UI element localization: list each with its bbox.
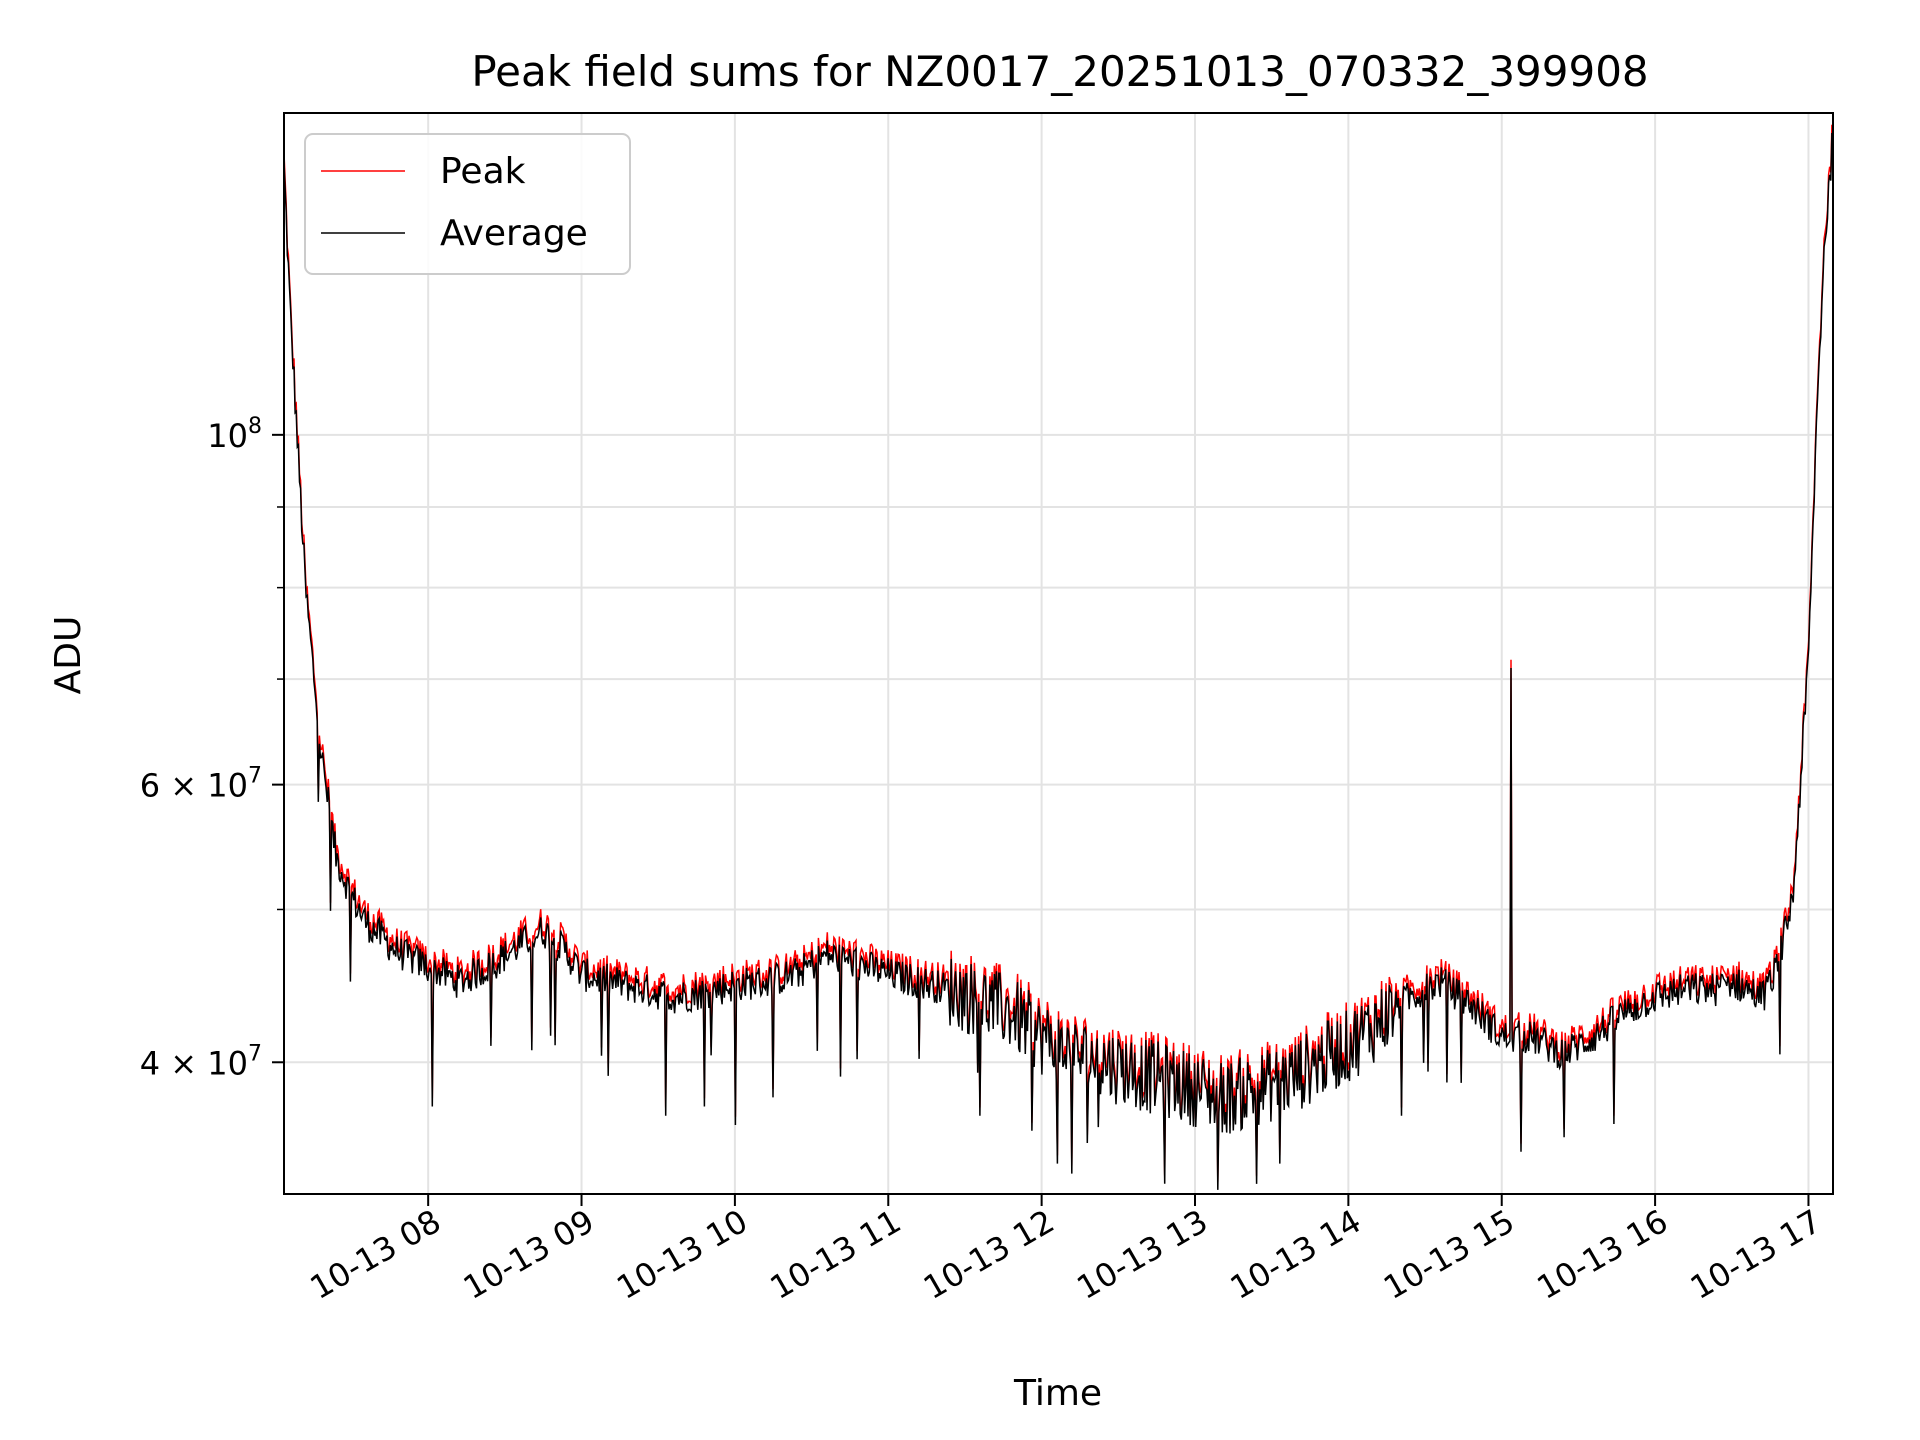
legend-label-peak: Peak <box>440 151 526 192</box>
y-tick-label: 4 × 107 <box>140 1041 262 1082</box>
x-axis-label: Time <box>1013 1373 1102 1414</box>
legend-box <box>304 133 631 275</box>
plot-series <box>284 124 1833 1190</box>
y-tick-label: 6 × 107 <box>140 764 262 805</box>
y-axis-label: ADU <box>48 616 89 695</box>
series-line-average <box>284 132 1833 1190</box>
legend: Peak Average <box>304 133 631 275</box>
plot-frame <box>283 112 1834 1195</box>
chart-title: Peak field sums for NZ0017_20251013_0703… <box>471 47 1648 96</box>
legend-label-average: Average <box>440 213 588 254</box>
